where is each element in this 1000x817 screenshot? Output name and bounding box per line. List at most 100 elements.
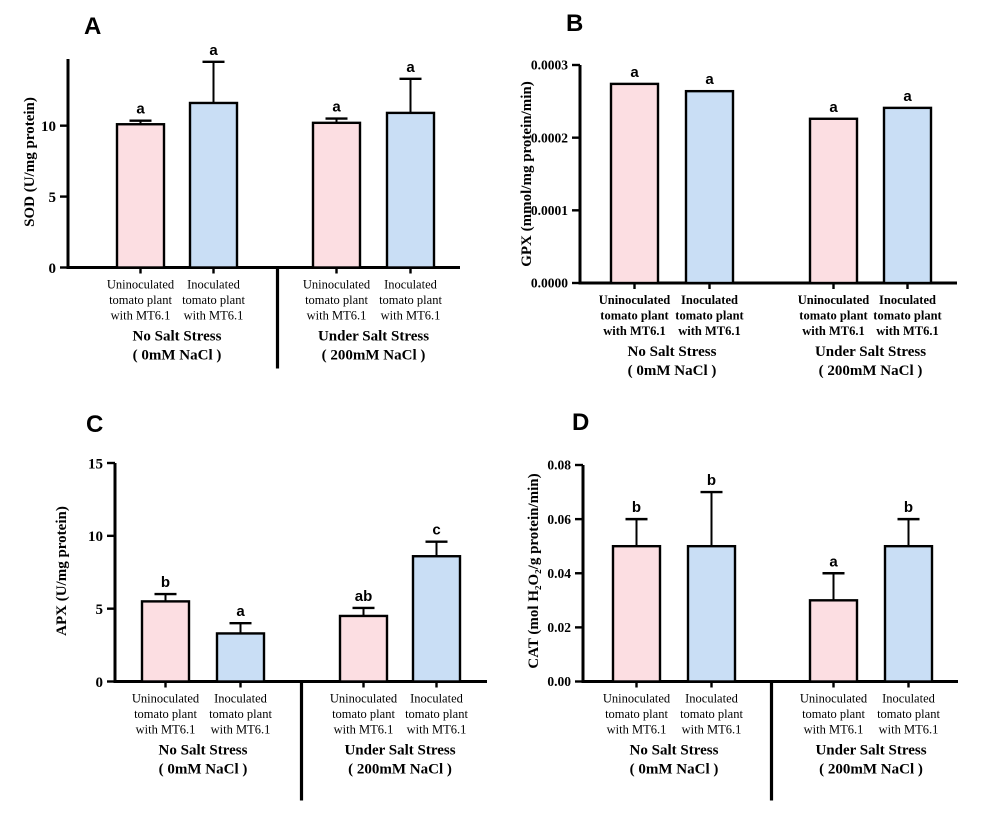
group-label-line: No Salt Stress (133, 329, 222, 345)
y-tick-label: 5 (49, 190, 57, 206)
category-label-line: tomato plant (600, 309, 669, 323)
category-label-line: with MT6.1 (603, 324, 666, 338)
y-tick-label: 0 (96, 675, 104, 691)
significance-letter: a (406, 59, 415, 76)
bar (883, 544, 934, 683)
group-label-line: ( 0mM NaCl ) (133, 348, 222, 364)
group-label-line: ( 200mM NaCl ) (322, 348, 426, 364)
category-label-line: tomato plant (802, 707, 865, 721)
category-label-line: with MT6.1 (682, 723, 742, 737)
group-label-line: ( 200mM NaCl ) (819, 762, 923, 778)
y-tick-label: 0.02 (547, 620, 571, 635)
bar (311, 121, 362, 269)
significance-letter: b (161, 574, 170, 591)
significance-letter: a (136, 101, 145, 118)
category-label-line: with MT6.1 (607, 723, 667, 737)
category-label-line: with MT6.1 (136, 723, 196, 737)
y-axis-title: CAT (mol H₂O₂/g protein/min) (526, 473, 542, 668)
group-label-line: Under Salt Stress (815, 344, 926, 360)
panel-D: D 0.00 0.02 0.04 0.06 0.08 CAT (mol H₂O₂/g pro… (526, 409, 958, 801)
category-label-line: with MT6.1 (184, 309, 244, 323)
category-label-line: with MT6.1 (334, 723, 394, 737)
significance-letter: b (904, 499, 913, 516)
y-tick-label: 10 (41, 119, 56, 135)
category-label-line: Uninoculated (132, 692, 200, 706)
y-tick-label: 15 (88, 456, 103, 472)
panel-B: B 0.0000 0.0001 0.0002 0.0003 GPX (mmol/mg pr… (519, 10, 957, 379)
significance-letter: a (829, 99, 838, 116)
category-label-line: tomato plant (209, 707, 272, 721)
significance-letter: a (630, 64, 639, 81)
y-tick-label: 0.0001 (531, 203, 568, 218)
category-label-line: tomato plant (873, 309, 942, 323)
category-label-line: Uninoculated (800, 692, 868, 706)
group-label-line: ( 0mM NaCl ) (628, 363, 717, 379)
category-label-line: Uninoculated (599, 293, 671, 307)
panel-letter: C (86, 411, 103, 438)
significance-letter: b (707, 472, 716, 489)
y-tick-label: 5 (96, 602, 104, 618)
significance-letter: b (632, 499, 641, 516)
group-label-line: No Salt Stress (628, 344, 717, 360)
bar (411, 555, 462, 683)
category-label-line: with MT6.1 (211, 723, 271, 737)
category-label-line: Inoculated (882, 692, 936, 706)
panel-letter: A (84, 13, 101, 40)
group-label-line: ( 200mM NaCl ) (348, 762, 452, 778)
panel-letter: B (566, 10, 583, 37)
significance-letter: a (332, 99, 341, 116)
category-label-line: with MT6.1 (678, 324, 741, 338)
y-axis-title: APX (U/mg protein) (54, 506, 70, 636)
category-label-line: tomato plant (877, 707, 940, 721)
category-label-line: Uninoculated (603, 692, 671, 706)
category-label-line: Inoculated (685, 692, 739, 706)
y-tick-label: 0 (49, 261, 57, 277)
category-label-line: Uninoculated (303, 278, 371, 292)
y-tick-label: 0.04 (547, 566, 571, 581)
significance-letter: a (236, 603, 245, 620)
bar (385, 111, 436, 269)
y-axis-title: SOD (U/mg protein) (22, 97, 38, 227)
bar (808, 117, 859, 285)
y-tick-label: 0.08 (547, 458, 571, 473)
y-tick-label: 0.0002 (531, 130, 568, 145)
bar (609, 82, 660, 285)
panel-letter: D (572, 409, 589, 436)
category-label-line: Uninoculated (798, 293, 870, 307)
bar (684, 89, 735, 285)
group-label-line: Under Salt Stress (318, 329, 429, 345)
bar (808, 599, 859, 683)
category-label-line: tomato plant (799, 309, 868, 323)
category-label-line: Inoculated (410, 692, 464, 706)
significance-letter: a (903, 88, 912, 105)
category-label-line: with MT6.1 (876, 324, 939, 338)
y-tick-label: 0.06 (547, 512, 571, 527)
bar (611, 544, 662, 683)
category-label-line: tomato plant (109, 293, 172, 307)
group-label-line: Under Salt Stress (815, 743, 926, 759)
bar (140, 600, 191, 683)
bar (338, 614, 389, 683)
category-label-line: with MT6.1 (111, 309, 171, 323)
group-label-line: ( 200mM NaCl ) (819, 363, 923, 379)
category-label-line: with MT6.1 (307, 309, 367, 323)
significance-letter: ab (355, 588, 373, 605)
category-label-line: Inoculated (187, 278, 241, 292)
category-label-line: Uninoculated (107, 278, 175, 292)
bar (686, 544, 737, 683)
category-label-line: Uninoculated (330, 692, 398, 706)
group-label-line: No Salt Stress (630, 743, 719, 759)
y-tick-label: 10 (88, 529, 103, 545)
category-label-line: tomato plant (605, 707, 668, 721)
category-label-line: tomato plant (405, 707, 468, 721)
category-label-line: tomato plant (305, 293, 368, 307)
category-label-line: tomato plant (332, 707, 395, 721)
category-label-line: with MT6.1 (802, 324, 865, 338)
y-tick-label: 0.0003 (531, 58, 568, 73)
category-label-line: tomato plant (675, 309, 744, 323)
category-label-line: Inoculated (214, 692, 268, 706)
y-tick-label: 0.00 (547, 674, 571, 689)
category-label-line: with MT6.1 (381, 309, 441, 323)
